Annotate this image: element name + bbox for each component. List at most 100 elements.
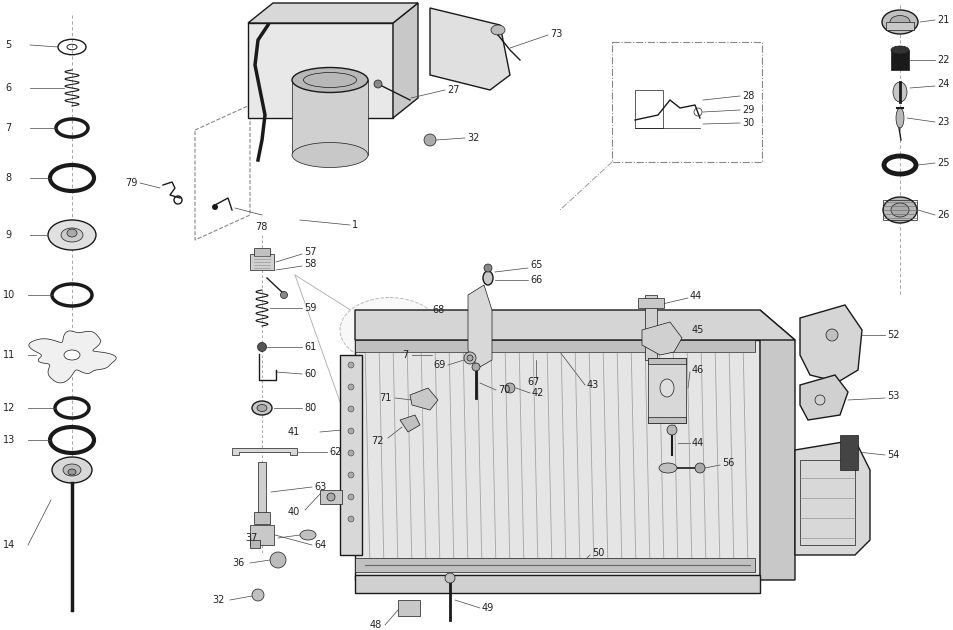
Circle shape bbox=[463, 352, 476, 364]
Text: 44: 44 bbox=[689, 291, 701, 301]
Ellipse shape bbox=[491, 25, 504, 35]
Ellipse shape bbox=[252, 401, 272, 415]
Polygon shape bbox=[468, 285, 492, 368]
Text: 78: 78 bbox=[254, 222, 267, 232]
Text: 22: 22 bbox=[936, 55, 948, 65]
Circle shape bbox=[280, 292, 287, 299]
Text: 71: 71 bbox=[379, 393, 392, 403]
Circle shape bbox=[666, 425, 677, 435]
Text: 49: 49 bbox=[481, 603, 494, 613]
Text: 73: 73 bbox=[550, 29, 561, 39]
Ellipse shape bbox=[68, 469, 76, 475]
Text: 32: 32 bbox=[467, 133, 478, 143]
Text: 58: 58 bbox=[304, 259, 316, 269]
Text: 11: 11 bbox=[3, 350, 15, 360]
Polygon shape bbox=[399, 415, 419, 432]
Bar bbox=[647, 358, 685, 364]
Polygon shape bbox=[800, 375, 847, 420]
Bar bbox=[647, 417, 685, 423]
Polygon shape bbox=[794, 440, 869, 555]
Ellipse shape bbox=[299, 530, 315, 540]
Text: 62: 62 bbox=[329, 447, 341, 457]
Text: 45: 45 bbox=[691, 325, 703, 335]
Ellipse shape bbox=[892, 82, 906, 102]
Text: 27: 27 bbox=[447, 85, 459, 95]
Text: 46: 46 bbox=[691, 365, 703, 375]
Text: 54: 54 bbox=[886, 450, 899, 460]
Polygon shape bbox=[248, 3, 417, 23]
Ellipse shape bbox=[890, 203, 908, 217]
Ellipse shape bbox=[882, 10, 917, 34]
Ellipse shape bbox=[292, 67, 368, 93]
Ellipse shape bbox=[67, 229, 77, 237]
Circle shape bbox=[825, 329, 837, 341]
Polygon shape bbox=[393, 3, 417, 118]
Text: 13: 13 bbox=[3, 435, 15, 445]
Text: 12: 12 bbox=[3, 403, 15, 413]
Text: 72: 72 bbox=[371, 436, 384, 446]
Bar bbox=[355, 575, 760, 593]
Polygon shape bbox=[430, 8, 510, 90]
Polygon shape bbox=[29, 331, 116, 383]
Circle shape bbox=[348, 472, 354, 478]
Text: 14: 14 bbox=[3, 540, 15, 550]
Text: 69: 69 bbox=[434, 360, 446, 370]
Text: 80: 80 bbox=[304, 403, 315, 413]
Text: 44: 44 bbox=[691, 438, 703, 448]
Bar bbox=[319, 490, 341, 504]
Text: 21: 21 bbox=[936, 15, 948, 25]
Bar bbox=[890, 50, 908, 70]
Circle shape bbox=[348, 384, 354, 390]
Circle shape bbox=[467, 355, 473, 361]
Polygon shape bbox=[641, 322, 681, 355]
Text: 6: 6 bbox=[5, 83, 11, 93]
Ellipse shape bbox=[48, 220, 96, 250]
Circle shape bbox=[472, 363, 479, 371]
Text: 57: 57 bbox=[304, 247, 316, 257]
Text: 56: 56 bbox=[721, 458, 734, 468]
Ellipse shape bbox=[292, 142, 368, 168]
Ellipse shape bbox=[890, 46, 908, 54]
Text: 26: 26 bbox=[936, 210, 948, 220]
Text: 68: 68 bbox=[433, 305, 444, 315]
Text: 7: 7 bbox=[5, 123, 11, 133]
Text: 67: 67 bbox=[527, 377, 539, 387]
Bar bbox=[638, 298, 663, 308]
Text: 25: 25 bbox=[936, 158, 948, 168]
Text: 37: 37 bbox=[245, 533, 257, 543]
Bar bbox=[355, 558, 754, 572]
Bar bbox=[248, 23, 393, 118]
Text: 60: 60 bbox=[304, 369, 315, 379]
Text: 59: 59 bbox=[304, 303, 316, 313]
Bar bbox=[250, 525, 274, 545]
Circle shape bbox=[348, 450, 354, 456]
Text: 9: 9 bbox=[5, 230, 11, 240]
Bar bbox=[339, 355, 361, 555]
Bar bbox=[292, 80, 368, 155]
Circle shape bbox=[504, 383, 515, 393]
Text: 28: 28 bbox=[741, 91, 754, 101]
Circle shape bbox=[348, 406, 354, 412]
Text: 50: 50 bbox=[592, 548, 604, 558]
Text: 64: 64 bbox=[314, 540, 326, 550]
Circle shape bbox=[327, 493, 335, 501]
Circle shape bbox=[348, 494, 354, 500]
Circle shape bbox=[270, 552, 286, 568]
Bar bbox=[253, 512, 270, 524]
Ellipse shape bbox=[256, 404, 267, 411]
Text: 32: 32 bbox=[213, 595, 225, 605]
Circle shape bbox=[348, 362, 354, 368]
Text: 24: 24 bbox=[936, 79, 948, 89]
Circle shape bbox=[348, 428, 354, 434]
Text: 1: 1 bbox=[352, 220, 357, 230]
Bar bbox=[257, 462, 266, 517]
Text: 8: 8 bbox=[5, 173, 11, 183]
Bar bbox=[647, 358, 685, 423]
Text: 30: 30 bbox=[741, 118, 754, 128]
Circle shape bbox=[483, 264, 492, 272]
Circle shape bbox=[444, 573, 455, 583]
Circle shape bbox=[212, 204, 218, 210]
Text: 63: 63 bbox=[314, 482, 326, 492]
Bar bbox=[882, 200, 916, 220]
Ellipse shape bbox=[61, 228, 83, 242]
